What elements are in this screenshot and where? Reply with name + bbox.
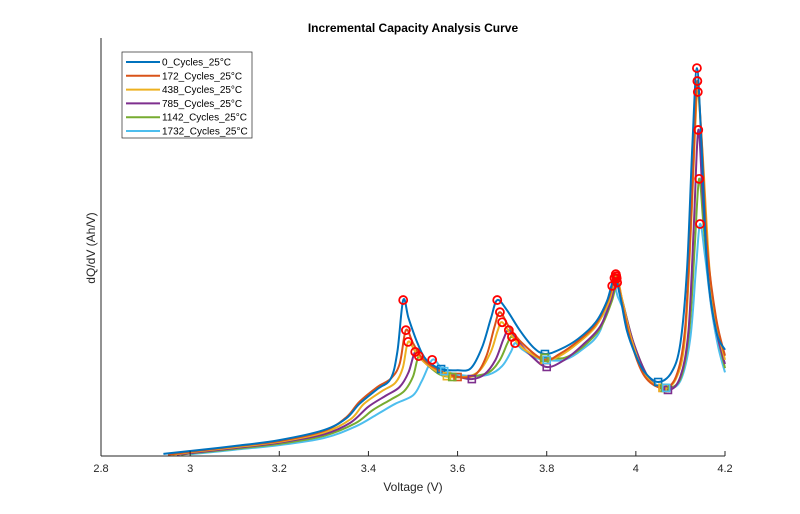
peak-marker [692, 76, 703, 86]
series-line-0 [163, 67, 726, 455]
y-axis-label: dQ/dV (Ah/V) [84, 212, 98, 283]
peak-marker [427, 354, 438, 365]
peak-marker [398, 295, 409, 305]
valley-marker [442, 371, 452, 381]
legend-label: 1732_Cycles_25°C [162, 127, 248, 138]
plot-area [163, 63, 726, 456]
series-line-3 [176, 128, 726, 456]
x-tick-label: 3.2 [272, 463, 287, 475]
peak-marker [400, 325, 411, 336]
valley-marker [439, 366, 449, 376]
peak-marker [611, 273, 622, 284]
legend-label: 438_Cycles_25°C [162, 85, 242, 96]
legend-label: 1142_Cycles_25°C [162, 113, 247, 124]
peak-marker [413, 351, 424, 361]
peak-marker [607, 280, 618, 291]
peak-marker [692, 63, 702, 73]
peak-marker [695, 219, 705, 229]
legend: 0_Cycles_25°C 172_Cycles_25°C 438_Cycles_2… [121, 51, 253, 139]
legend-label: 172_Cycles_25°C [162, 71, 242, 82]
legend-label: 785_Cycles_25°C [162, 99, 242, 110]
valley-marker [540, 353, 549, 363]
peak-marker [692, 87, 703, 97]
valley-marker [542, 355, 552, 365]
peak-marker [694, 173, 705, 184]
x-tick-label: 3 [187, 463, 193, 475]
chart-title: Incremental Capacity Analysis Curve [308, 21, 519, 35]
x-tick-label: 3.6 [450, 463, 465, 475]
peak-marker [497, 317, 508, 328]
legend-label: 0_Cycles_25°C [162, 58, 231, 69]
valley-marker [653, 377, 663, 387]
peak-marker [693, 125, 704, 135]
valley-marker [661, 383, 671, 393]
x-ticks: 2.8 3 3.2 3.4 3.6 3.8 4 4.2 [93, 451, 733, 475]
series-line-5 [190, 222, 726, 456]
series-line-2 [172, 90, 726, 456]
peak-marker [495, 307, 505, 318]
peak-marker [403, 336, 413, 347]
peak-marker [492, 295, 503, 305]
x-tick-label: 3.8 [539, 463, 554, 475]
x-tick-label: 4 [633, 463, 639, 475]
x-tick-label: 3.4 [361, 463, 376, 475]
valley-marker [447, 372, 457, 382]
x-tick-label: 2.8 [93, 463, 108, 475]
x-tick-label: 4.2 [717, 463, 732, 475]
valley-marker [453, 372, 462, 382]
x-axis-label: Voltage (V) [383, 480, 442, 494]
legend-box [121, 51, 253, 139]
peak-marker [510, 338, 520, 349]
series-line-4 [181, 177, 726, 456]
series-line-1 [167, 80, 726, 456]
valley-marker [467, 374, 477, 384]
